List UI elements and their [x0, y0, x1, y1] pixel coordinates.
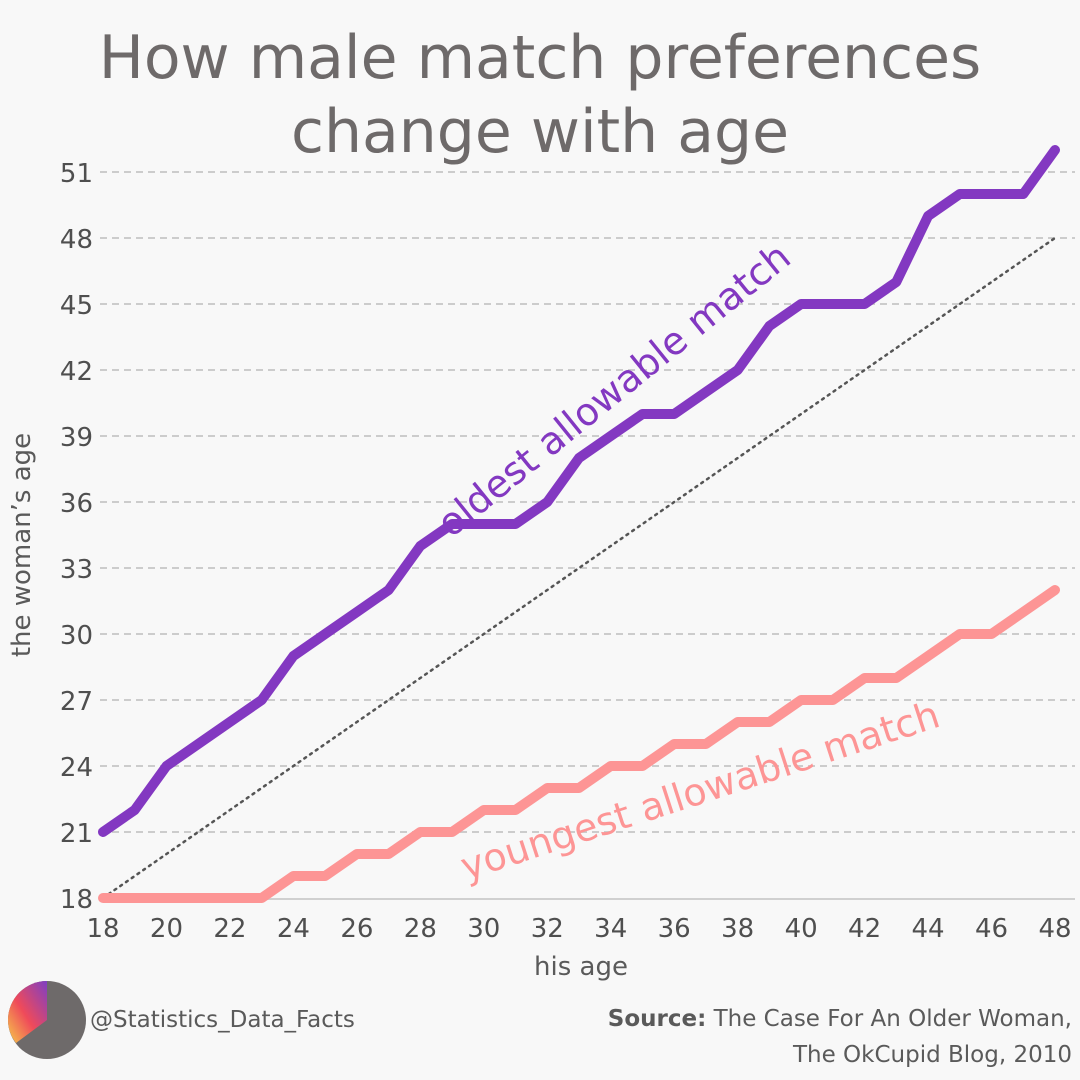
logo-slice: [8, 981, 47, 1043]
y-tick-label: 30: [60, 621, 93, 651]
y-tick-label: 33: [60, 555, 93, 585]
y-tick-label: 21: [60, 819, 93, 849]
x-tick-label: 22: [213, 914, 246, 944]
x-tick-label: 28: [404, 914, 437, 944]
y-tick-label: 36: [60, 489, 93, 519]
x-tick-label: 34: [594, 914, 627, 944]
x-tick-label: 26: [340, 914, 373, 944]
x-tick-label: 30: [467, 914, 500, 944]
chart-title-line-2: change with age: [291, 97, 789, 167]
reference-line: [101, 236, 1057, 900]
reference-line-group: [101, 236, 1057, 900]
x-tick-label: 24: [277, 914, 310, 944]
source-label: Source:: [608, 1006, 707, 1032]
source-line-2: The OkCupid Blog, 2010: [792, 1042, 1072, 1068]
y-tick-label: 24: [60, 753, 93, 783]
x-axis-label: his age: [534, 952, 628, 982]
y-tick-label: 51: [60, 159, 93, 189]
y-tick-label: 18: [60, 885, 93, 915]
x-tick-label: 48: [1038, 914, 1071, 944]
y-axis-ticks: 18 21 24 27 30 33 36 39 42 45 48 51: [60, 159, 93, 915]
x-tick-label: 32: [531, 914, 564, 944]
series-line-youngest: [98, 585, 1060, 903]
x-tick-label: 42: [848, 914, 881, 944]
logo: [8, 981, 86, 1059]
y-axis-label: the woman’s age: [7, 433, 37, 657]
grid: [100, 171, 1075, 900]
source-text-1: The Case For An Older Woman,: [706, 1006, 1072, 1032]
source-line-1: Source: The Case For An Older Woman,: [608, 1006, 1072, 1032]
x-tick-label: 46: [975, 914, 1008, 944]
y-tick-label: 48: [60, 225, 93, 255]
handle-text: @Statistics_Data_Facts: [90, 1007, 355, 1033]
series-group: [98, 145, 1060, 903]
y-tick-label: 42: [60, 357, 93, 387]
x-tick-label: 38: [721, 914, 754, 944]
y-tick-label: 27: [60, 687, 93, 717]
chart-title-line-1: How male match preferences: [99, 23, 982, 93]
x-axis-ticks: 18 20 22 24 26 28 30 32 34 36 38 40 42 44 46 48: [86, 914, 1071, 944]
series-line-oldest: [98, 145, 1060, 837]
series-label-oldest: oldest allowable match: [429, 234, 799, 545]
x-tick-label: 44: [912, 914, 945, 944]
x-tick-label: 20: [150, 914, 183, 944]
y-tick-label: 45: [60, 291, 93, 321]
y-tick-label: 39: [60, 423, 93, 453]
x-tick-label: 36: [658, 914, 691, 944]
x-tick-label: 18: [86, 914, 119, 944]
series-label-youngest: youngest allowable match: [455, 692, 945, 889]
x-tick-label: 40: [785, 914, 818, 944]
